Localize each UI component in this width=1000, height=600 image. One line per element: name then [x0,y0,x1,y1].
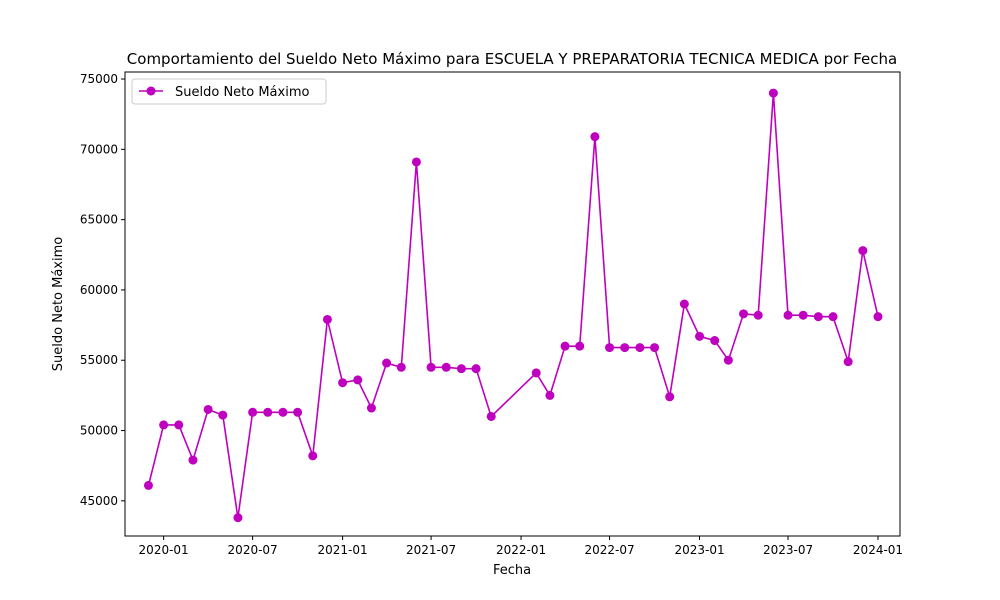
data-point [723,355,733,365]
data-point [233,513,243,523]
y-tick-label: 60000 [80,283,118,297]
data-point [188,455,198,465]
data-point [322,314,332,324]
data-point [218,410,228,420]
data-point [873,312,883,322]
chart-title: Comportamiento del Sueldo Neto Máximo pa… [127,50,897,68]
x-tick-label: 2022-07 [584,543,634,557]
data-point [143,480,153,490]
data-point [635,343,645,353]
x-tick-label: 2024-01 [853,543,903,557]
legend-box [131,78,327,105]
data-point [441,362,451,372]
y-tick-label: 75000 [80,72,118,86]
x-axis-label: Fecha [493,563,531,578]
data-point [858,246,868,256]
y-axis-label: Sueldo Neto Máximo [51,237,66,371]
data-point [338,378,348,388]
y-tick-label: 55000 [80,353,118,367]
x-axis: 2020-01 2020-07 2021-01 2021-07 2022-01 2022-… [139,536,903,557]
data-point [486,411,496,421]
data-point [531,368,541,378]
data-point [739,309,749,319]
data-point [650,343,660,353]
data-point [203,404,213,414]
data-point [783,310,793,320]
data-point [308,451,318,461]
data-point [679,299,689,309]
legend: Sueldo Neto Máximo [131,78,327,105]
x-tick-label: 2022-01 [496,543,546,557]
data-point [411,157,421,167]
data-point [263,407,273,417]
data-point [695,331,705,341]
data-point [575,341,585,351]
x-tick-label: 2020-07 [228,543,278,557]
legend-marker [146,86,156,96]
data-point [382,358,392,368]
legend-label: Sueldo Neto Máximo [175,85,309,100]
y-tick-label: 70000 [80,142,118,156]
data-point [353,375,363,385]
data-point [396,362,406,372]
plot-area [124,71,901,537]
data-point [605,343,615,353]
data-point [248,407,258,417]
data-point [665,392,675,402]
data-point [768,88,778,98]
data-point [456,364,466,374]
x-tick-label: 2021-07 [406,543,456,557]
data-point [843,357,853,367]
data-point [590,132,600,142]
data-point [710,336,720,346]
y-tick-label: 45000 [80,494,118,508]
data-point [471,364,481,374]
data-point [426,362,436,372]
x-tick-label: 2023-07 [763,543,813,557]
data-point [293,407,303,417]
x-tick-label: 2020-01 [139,543,189,557]
x-tick-label: 2023-01 [674,543,724,557]
plot-frame [124,71,901,537]
data-point [174,420,184,430]
y-axis: 45000 50000 55000 60000 65000 70000 75000 [80,72,125,508]
data-point [813,312,823,322]
data-point [828,312,838,322]
series-line [147,93,879,518]
data-point [798,310,808,320]
x-tick-label: 2021-01 [318,543,368,557]
y-tick-label: 50000 [80,424,118,438]
data-point [560,341,570,351]
data-point [366,403,376,413]
data-point [278,407,288,417]
data-point [159,420,169,430]
y-tick-label: 65000 [80,213,118,227]
data-point [753,310,763,320]
data-point [545,390,555,400]
data-point [620,343,630,353]
